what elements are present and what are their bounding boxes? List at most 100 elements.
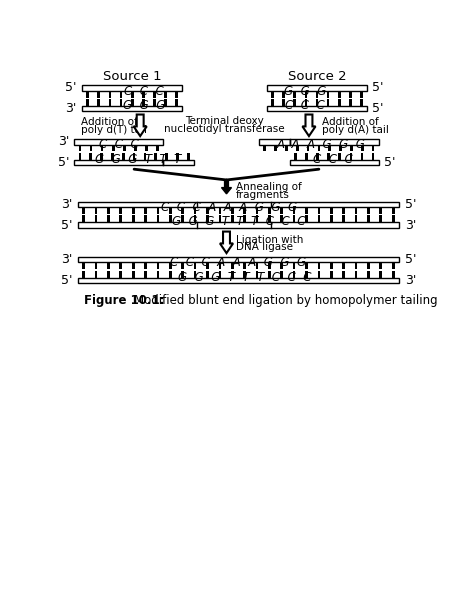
Bar bbox=[259, 139, 290, 145]
Bar bbox=[86, 90, 89, 98]
Bar bbox=[339, 145, 342, 152]
Bar bbox=[157, 215, 159, 223]
Bar bbox=[318, 271, 320, 278]
Bar bbox=[268, 262, 271, 270]
Bar bbox=[89, 153, 92, 160]
Bar bbox=[100, 153, 103, 160]
Bar bbox=[218, 207, 221, 214]
Bar bbox=[107, 215, 110, 223]
Bar bbox=[163, 160, 194, 165]
Bar bbox=[120, 271, 122, 278]
Bar bbox=[243, 271, 246, 278]
Text: Modified blunt end ligation by homopolymer tailing: Modified blunt end ligation by homopolym… bbox=[134, 294, 437, 307]
Bar bbox=[218, 262, 221, 270]
Bar bbox=[268, 207, 271, 214]
Text: C  C  C: C C C bbox=[124, 84, 164, 98]
Bar bbox=[342, 215, 345, 223]
Polygon shape bbox=[220, 231, 233, 253]
Bar bbox=[380, 271, 382, 278]
Bar bbox=[120, 90, 123, 98]
Bar bbox=[107, 262, 110, 270]
Bar bbox=[360, 99, 363, 106]
Bar bbox=[122, 153, 124, 160]
Text: DNA ligase: DNA ligase bbox=[236, 242, 293, 252]
Bar bbox=[267, 106, 367, 111]
Text: 5': 5' bbox=[57, 156, 69, 169]
Bar bbox=[380, 262, 382, 270]
Bar bbox=[256, 215, 258, 223]
Text: G  G  G  T  T  T: G G G T T T bbox=[95, 153, 181, 166]
Bar bbox=[256, 262, 258, 270]
Bar bbox=[243, 262, 246, 270]
Bar bbox=[132, 207, 134, 214]
Bar bbox=[133, 153, 135, 160]
Bar bbox=[194, 271, 197, 278]
Bar bbox=[82, 262, 85, 270]
Bar bbox=[327, 153, 330, 160]
Bar bbox=[77, 278, 399, 283]
Text: Figure 10.1:: Figure 10.1: bbox=[84, 294, 164, 307]
Bar bbox=[256, 271, 258, 278]
Text: G  G  G: G G G bbox=[284, 84, 326, 98]
Bar bbox=[97, 90, 100, 98]
Bar bbox=[380, 207, 382, 214]
Bar bbox=[194, 207, 197, 214]
Text: 5': 5' bbox=[65, 82, 77, 95]
Text: 5': 5' bbox=[405, 198, 416, 211]
Bar bbox=[107, 207, 110, 214]
Bar bbox=[132, 215, 134, 223]
Text: G  G  G: G G G bbox=[123, 99, 165, 112]
Text: C  C  C: C C C bbox=[314, 153, 353, 166]
Bar bbox=[107, 271, 110, 278]
Bar bbox=[181, 262, 184, 270]
Bar bbox=[157, 262, 159, 270]
Text: 5': 5' bbox=[372, 102, 384, 115]
Bar bbox=[95, 215, 97, 223]
Bar bbox=[131, 99, 133, 106]
Text: poly d(T) tail: poly d(T) tail bbox=[81, 124, 147, 134]
Bar bbox=[78, 153, 81, 160]
Bar bbox=[330, 207, 332, 214]
Text: 3': 3' bbox=[57, 135, 69, 148]
Bar bbox=[307, 145, 309, 152]
Bar bbox=[267, 85, 367, 90]
Bar bbox=[175, 90, 178, 98]
Bar bbox=[294, 90, 296, 98]
Bar bbox=[305, 207, 308, 214]
Text: 5': 5' bbox=[372, 82, 384, 95]
Bar bbox=[355, 215, 357, 223]
Bar bbox=[367, 215, 370, 223]
Text: 3': 3' bbox=[61, 253, 72, 266]
Text: Source 2: Source 2 bbox=[288, 70, 346, 83]
Bar bbox=[350, 153, 352, 160]
Bar bbox=[360, 90, 363, 98]
Bar bbox=[305, 215, 308, 223]
Bar bbox=[293, 262, 295, 270]
Bar bbox=[95, 207, 97, 214]
Bar bbox=[294, 99, 296, 106]
Bar bbox=[293, 207, 295, 214]
Bar bbox=[142, 90, 145, 98]
Bar bbox=[78, 145, 81, 152]
Bar bbox=[144, 215, 147, 223]
Bar bbox=[132, 262, 134, 270]
Text: poly d(A) tail: poly d(A) tail bbox=[322, 124, 389, 134]
Text: C  C  C  A  A  A  G  G  G: C C C A A A G G G bbox=[161, 201, 297, 214]
Bar bbox=[153, 99, 156, 106]
Bar bbox=[339, 153, 341, 160]
Bar bbox=[90, 145, 92, 152]
Bar bbox=[206, 207, 209, 214]
Bar bbox=[132, 271, 134, 278]
Bar bbox=[194, 215, 197, 223]
Bar bbox=[95, 262, 97, 270]
Polygon shape bbox=[303, 114, 315, 136]
Bar bbox=[392, 207, 395, 214]
Bar bbox=[274, 145, 277, 152]
Bar bbox=[350, 145, 353, 152]
Bar bbox=[154, 153, 157, 160]
Bar bbox=[328, 145, 331, 152]
Bar bbox=[342, 207, 345, 214]
Bar bbox=[164, 90, 167, 98]
Text: Terminal deoxy: Terminal deoxy bbox=[185, 116, 264, 126]
Bar bbox=[367, 207, 370, 214]
